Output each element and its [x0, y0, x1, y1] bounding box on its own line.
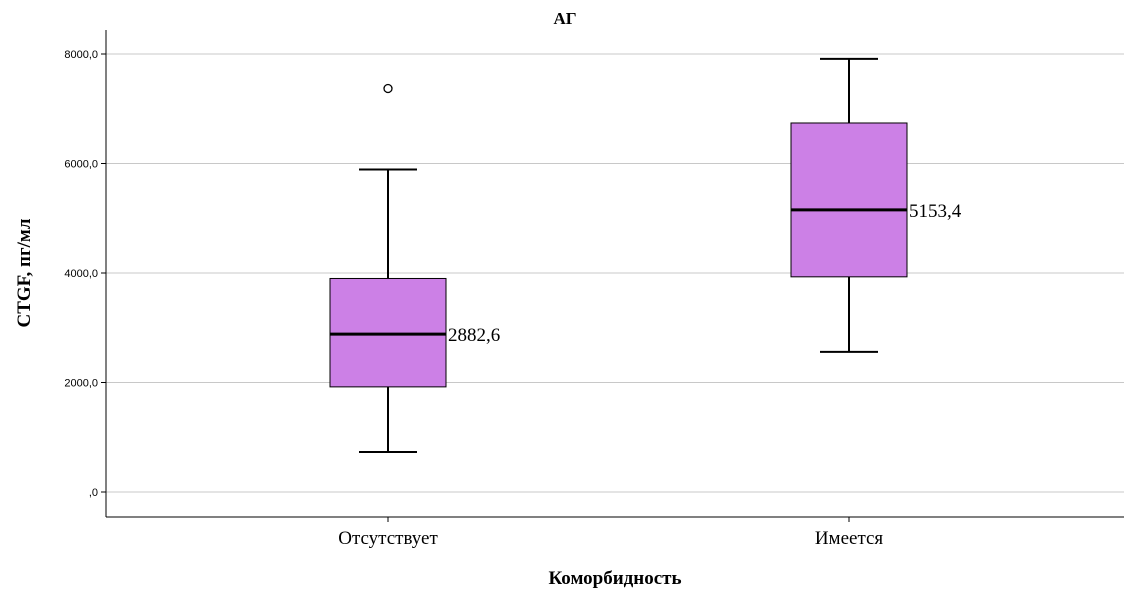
x-tick-label: Имеется [815, 528, 884, 549]
median-label: 2882,6 [448, 325, 500, 346]
box-1: 2882,6 [329, 83, 500, 454]
y-axis-label: CTGF, пг/мл [14, 218, 35, 327]
gridlines [106, 53, 1124, 493]
outlier-point [383, 83, 393, 94]
y-tick-label: 4000,0 [64, 268, 98, 280]
y-tick-label: ,0 [89, 487, 98, 499]
x-axis-label: Коморбидность [548, 568, 681, 589]
chart-title: АГ [553, 9, 576, 28]
y-tick-label: 6000,0 [64, 159, 98, 171]
x-axis-ticks: Отсутствует Имеется [338, 517, 883, 549]
box-series: 2882,6 5153,4 [329, 57, 962, 454]
y-axis-ticks: ,0 2000,0 4000,0 6000,0 8000,0 [64, 49, 106, 499]
iqr-box [329, 277, 447, 388]
iqr-box [790, 122, 908, 278]
y-tick-label: 8000,0 [64, 49, 98, 61]
box-2: 5153,4 [790, 57, 962, 353]
y-tick-label: 2000,0 [64, 378, 98, 390]
median-label: 5153,4 [909, 201, 962, 222]
x-tick-label: Отсутствует [338, 528, 438, 549]
